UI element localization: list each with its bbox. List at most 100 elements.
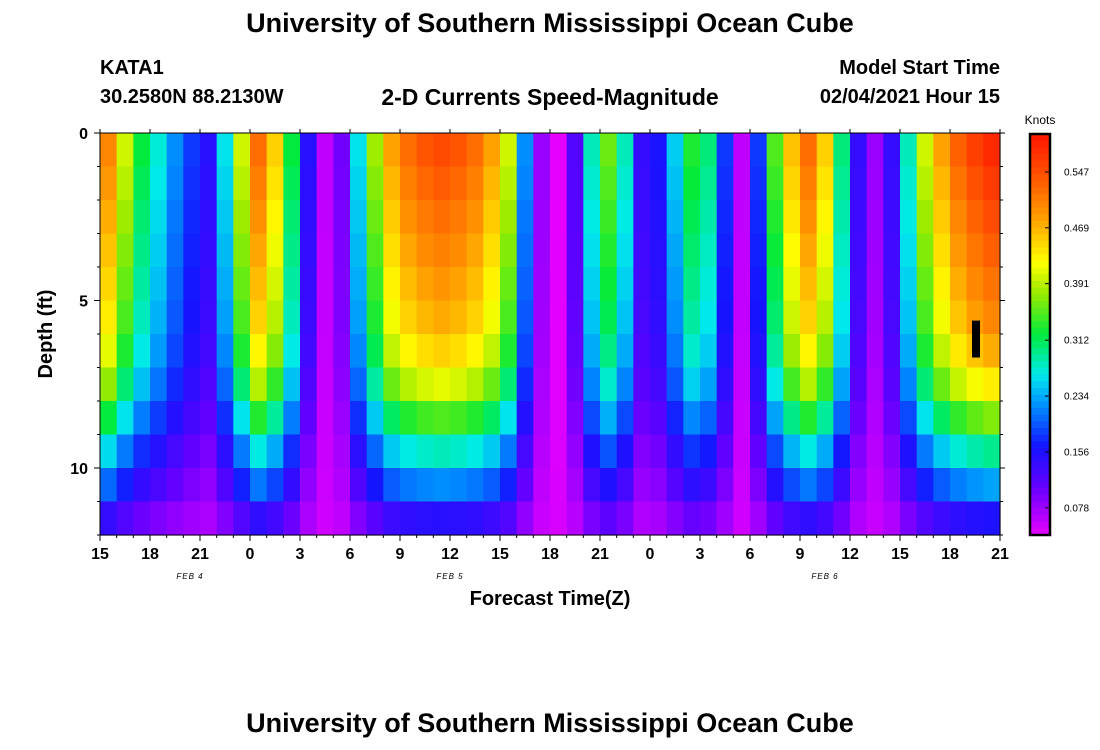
heatmap-cell	[483, 468, 501, 503]
heatmap-cell	[283, 133, 301, 168]
heatmap-cell	[600, 166, 618, 201]
y-tick-label: 10	[70, 461, 88, 478]
heatmap-cell	[433, 233, 451, 268]
colorbar-tick-label: 0.234	[1064, 392, 1089, 403]
heatmap-cell	[283, 367, 301, 402]
heatmap-cell	[150, 233, 168, 268]
heatmap-cell	[683, 434, 701, 469]
heatmap-cell	[783, 166, 801, 201]
heatmap-cell	[350, 434, 368, 469]
heatmap-cell	[500, 501, 518, 536]
heatmap-cell	[216, 401, 234, 436]
heatmap-cell	[933, 334, 951, 369]
heatmap-cell	[566, 200, 584, 235]
heatmap-cell	[800, 468, 818, 503]
heatmap-cell	[266, 334, 284, 369]
heatmap-cell	[516, 401, 534, 436]
x-tick-label: 21	[191, 546, 209, 563]
heatmap-cell	[900, 468, 918, 503]
heatmap-cell	[216, 200, 234, 235]
heatmap-cell	[183, 334, 201, 369]
colorbar-segment	[1030, 474, 1050, 483]
heatmap-cell	[200, 367, 218, 402]
heatmap-cell	[750, 200, 768, 235]
heatmap-cell	[500, 401, 518, 436]
heatmap-cell	[766, 334, 784, 369]
heatmap-cell	[283, 334, 301, 369]
heatmap-cell	[833, 401, 851, 436]
heatmap-cell	[283, 166, 301, 201]
heatmap-cell	[366, 233, 384, 268]
heatmap-cell	[350, 267, 368, 302]
heatmap-cell	[950, 434, 968, 469]
heatmap-cell	[400, 233, 418, 268]
heatmap-cell	[566, 166, 584, 201]
heatmap-cell	[150, 166, 168, 201]
heatmap-cell	[483, 233, 501, 268]
heatmap-cell	[150, 300, 168, 335]
heatmap-cell	[450, 300, 468, 335]
heatmap-cell	[216, 233, 234, 268]
x-tick-label: 18	[141, 546, 159, 563]
heatmap-cell	[766, 233, 784, 268]
heatmap-cell	[616, 501, 634, 536]
heatmap-cell	[366, 367, 384, 402]
heatmap-cell	[116, 233, 134, 268]
heatmap-cell	[750, 401, 768, 436]
heatmap-cell	[616, 401, 634, 436]
heatmap-cell	[300, 334, 318, 369]
heatmap-cell	[633, 401, 651, 436]
colorbar-segment	[1030, 334, 1050, 342]
heatmap-cell	[300, 133, 318, 168]
heatmap-cell	[550, 200, 568, 235]
heatmap-cell	[516, 200, 534, 235]
heatmap-cell	[200, 200, 218, 235]
heatmap-cell	[166, 367, 184, 402]
heatmap-cell	[650, 401, 668, 436]
heatmap-cell	[183, 401, 201, 436]
heatmap-cell	[766, 367, 784, 402]
heatmap-cell	[400, 200, 418, 235]
heatmap-cell	[166, 334, 184, 369]
heatmap-cell	[300, 300, 318, 335]
heatmap-cell	[433, 133, 451, 168]
colorbar-segment	[1030, 488, 1050, 496]
heatmap-cell	[300, 200, 318, 235]
heatmap-cell	[166, 233, 184, 268]
heatmap-cell	[950, 267, 968, 302]
heatmap-cell	[533, 233, 551, 268]
heatmap-cell	[983, 267, 1001, 302]
heatmap-cell	[283, 501, 301, 536]
heatmap-cell	[550, 233, 568, 268]
heatmap-cell	[766, 468, 784, 503]
heatmap-cell	[933, 367, 951, 402]
heatmap-cell	[366, 267, 384, 302]
heatmap-cell	[383, 468, 401, 503]
colorbar-segment	[1030, 481, 1050, 489]
heatmap-cell	[833, 133, 851, 168]
heatmap-cell	[700, 233, 718, 268]
heatmap-cell	[500, 133, 518, 168]
x-tick-label: 15	[891, 546, 909, 563]
heatmap-cell	[983, 401, 1001, 436]
colorbar-segment	[1030, 194, 1050, 202]
heatmap-cell	[233, 133, 251, 168]
heatmap-cell	[250, 434, 268, 469]
heatmap-cell	[933, 133, 951, 168]
colorbar-segment	[1030, 234, 1050, 242]
heatmap-cell	[383, 233, 401, 268]
heatmap-cell	[783, 334, 801, 369]
heatmap-cell	[383, 200, 401, 235]
colorbar-segment	[1030, 167, 1050, 175]
heatmap-cell	[983, 300, 1001, 335]
heatmap-cell	[450, 200, 468, 235]
colorbar-segment	[1030, 180, 1050, 189]
heatmap-cell	[566, 300, 584, 335]
heatmap-cell	[600, 501, 618, 536]
heatmap-cell	[483, 401, 501, 436]
heatmap-cell	[950, 300, 968, 335]
heatmap-cell	[100, 434, 118, 469]
heatmap-cell	[666, 300, 684, 335]
colorbar-segment	[1030, 247, 1050, 255]
heatmap-cell	[116, 166, 134, 201]
